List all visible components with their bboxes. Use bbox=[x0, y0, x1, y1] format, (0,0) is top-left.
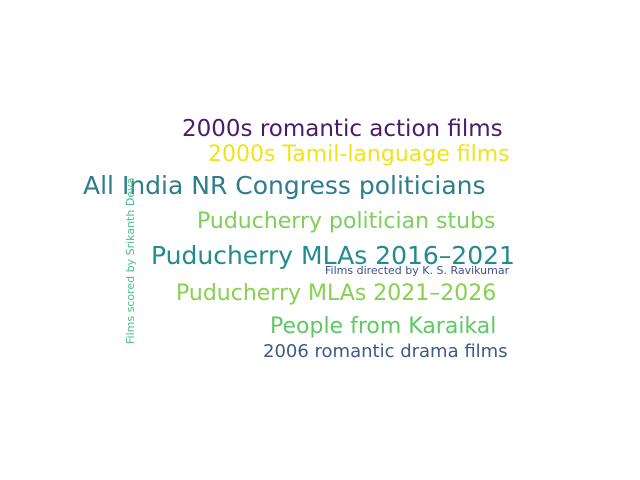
word-films-scored-by-srikanth-deva: Films scored by Srikanth Deva bbox=[124, 177, 137, 344]
word-2006-romantic-drama-films: 2006 romantic drama films bbox=[263, 341, 508, 362]
word-puducherry-politician-stubs: Puducherry politician stubs bbox=[197, 209, 496, 234]
word-2000s-romantic-action-films: 2000s romantic action films bbox=[182, 116, 503, 142]
word-puducherry-mlas-2016-2021: Puducherry MLAs 2016–2021 bbox=[151, 241, 515, 270]
word-2000s-tamil-language-films: 2000s Tamil-language films bbox=[208, 142, 510, 167]
word-people-from-karaikal: People from Karaikal bbox=[270, 314, 497, 339]
word-puducherry-mlas-2021-2026: Puducherry MLAs 2021–2026 bbox=[176, 281, 497, 306]
word-films-directed-by-ks-ravikumar: Films directed by K. S. Ravikumar bbox=[325, 264, 510, 277]
word-all-india-nr-congress-politicians: All India NR Congress politicians bbox=[83, 171, 486, 200]
